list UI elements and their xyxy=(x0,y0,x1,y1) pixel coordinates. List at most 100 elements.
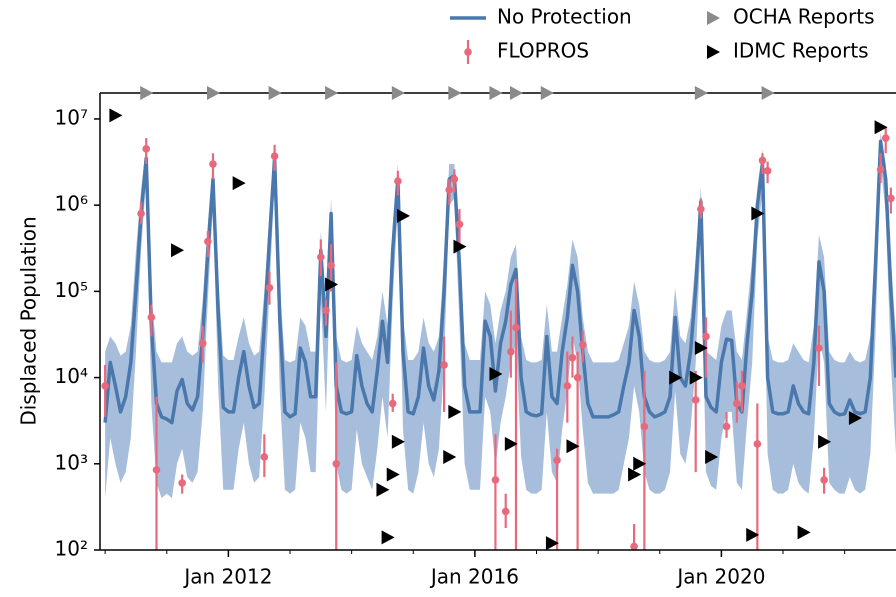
legend-label: OCHA Reports xyxy=(733,5,875,29)
point xyxy=(691,396,700,404)
point xyxy=(260,453,269,461)
report-marker xyxy=(325,277,339,292)
point xyxy=(573,373,582,382)
report-marker xyxy=(566,439,580,454)
point xyxy=(152,466,161,474)
report-marker xyxy=(504,436,518,451)
point xyxy=(640,422,649,431)
point xyxy=(445,186,454,194)
point xyxy=(738,382,746,390)
y-tick-label: 10⁴ xyxy=(55,364,88,388)
legend-marker xyxy=(707,45,720,59)
report-marker xyxy=(540,86,554,100)
point xyxy=(204,237,212,246)
report-marker xyxy=(443,449,457,464)
point xyxy=(815,344,823,352)
point xyxy=(697,205,705,213)
report-marker xyxy=(746,527,760,542)
point xyxy=(147,313,156,322)
report-marker xyxy=(761,86,775,100)
report-marker xyxy=(705,449,719,464)
report-marker xyxy=(848,410,862,425)
report-marker xyxy=(171,243,185,258)
point xyxy=(733,399,741,408)
report-marker xyxy=(381,530,395,545)
report-marker xyxy=(391,434,405,449)
point xyxy=(198,339,207,348)
y-tick-label: 10⁷ xyxy=(55,105,88,129)
point xyxy=(512,323,520,332)
uncertainty-band xyxy=(105,132,896,499)
point xyxy=(753,440,762,448)
report-marker xyxy=(109,108,123,123)
point xyxy=(507,347,515,356)
report-marker xyxy=(268,86,282,100)
y-tick-label: 10⁶ xyxy=(55,192,88,216)
point xyxy=(722,422,731,431)
report-marker xyxy=(669,370,683,385)
y-axis-label: Displaced Population xyxy=(17,216,41,425)
legend-marker xyxy=(707,11,720,25)
point xyxy=(881,134,890,142)
y-tick-label: 10³ xyxy=(55,450,88,474)
point xyxy=(578,341,587,349)
point xyxy=(763,167,772,175)
report-marker xyxy=(628,467,642,482)
point xyxy=(101,382,109,390)
report-marker xyxy=(232,176,246,191)
point xyxy=(820,476,828,484)
point xyxy=(178,479,186,487)
report-marker xyxy=(453,239,467,254)
report-marker xyxy=(140,86,154,100)
report-marker xyxy=(448,404,462,419)
point xyxy=(630,542,638,550)
point xyxy=(317,253,325,261)
point xyxy=(568,353,577,362)
point xyxy=(440,361,448,369)
point xyxy=(388,399,397,408)
report-marker xyxy=(797,525,811,540)
point xyxy=(553,456,561,465)
point xyxy=(209,160,217,168)
report-marker xyxy=(509,86,523,100)
report-marker xyxy=(694,341,708,356)
report-marker xyxy=(818,434,832,449)
report-marker xyxy=(874,120,888,135)
report-marker xyxy=(391,86,405,100)
point xyxy=(887,194,895,203)
point xyxy=(137,209,145,218)
point xyxy=(702,332,710,341)
plot-area xyxy=(101,108,896,550)
report-marker xyxy=(689,370,703,385)
point xyxy=(450,175,459,184)
legend-point xyxy=(464,48,472,56)
x-tick-label: Jan 2020 xyxy=(675,565,765,589)
report-marker xyxy=(633,456,647,471)
point xyxy=(758,156,767,165)
report-marker xyxy=(206,86,220,100)
point xyxy=(876,165,885,174)
point xyxy=(491,476,500,484)
report-marker xyxy=(489,367,503,382)
report-marker xyxy=(325,86,339,100)
legend-label: IDMC Reports xyxy=(733,39,869,63)
point xyxy=(394,177,402,185)
point xyxy=(563,382,572,390)
report-marker xyxy=(376,482,390,497)
point xyxy=(455,220,464,229)
legend-label: FLOPROS xyxy=(497,39,589,63)
report-marker xyxy=(694,86,708,100)
report-marker xyxy=(545,536,559,550)
x-tick-label: Jan 2016 xyxy=(429,565,519,589)
report-marker xyxy=(386,467,400,482)
point xyxy=(322,306,330,315)
point xyxy=(142,145,151,153)
line xyxy=(103,139,896,425)
point xyxy=(327,261,335,270)
report-marker xyxy=(489,86,503,100)
y-tick-label: 10² xyxy=(55,537,88,561)
x-tick-label: Jan 2012 xyxy=(182,565,272,589)
report-marker xyxy=(751,206,765,221)
point xyxy=(501,507,510,516)
